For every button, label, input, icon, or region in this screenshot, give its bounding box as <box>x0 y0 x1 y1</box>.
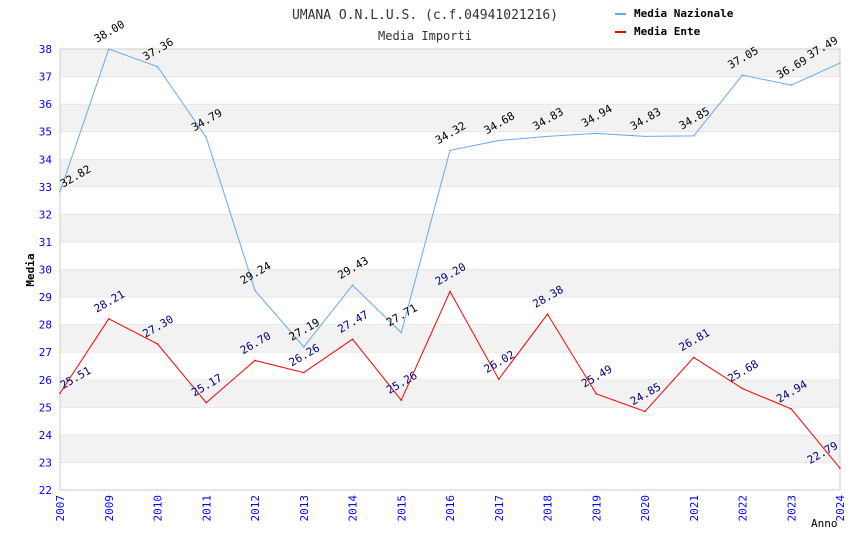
data-point <box>692 356 695 359</box>
x-tick-label: 2017 <box>493 495 506 522</box>
data-point <box>400 331 403 334</box>
data-point <box>302 371 305 374</box>
data-point <box>839 62 841 64</box>
grid-band <box>59 434 841 463</box>
y-tick-label: 24 <box>39 429 53 442</box>
x-tick-label: 2018 <box>542 495 555 522</box>
data-point <box>497 378 500 380</box>
data-point <box>644 135 646 138</box>
x-axis-label: Anno <box>811 517 838 530</box>
plot-frame <box>59 48 841 491</box>
data-point <box>546 313 549 315</box>
legend: Media Nazionale Media Ente <box>610 3 750 41</box>
legend-label-ente: Media Ente <box>634 25 701 38</box>
x-tick-label: 2014 <box>347 495 360 522</box>
data-point <box>839 467 841 470</box>
y-tick-label: 28 <box>39 319 52 332</box>
data-point <box>205 136 208 139</box>
grid-band <box>59 324 841 353</box>
data-point <box>254 359 256 362</box>
y-tick-label: 26 <box>39 374 52 387</box>
data-point <box>595 132 598 135</box>
grid-band <box>59 379 841 408</box>
y-tick-label: 35 <box>39 126 52 139</box>
data-point <box>351 284 354 287</box>
data-point <box>351 338 354 341</box>
grid-band <box>59 48 841 77</box>
data-point <box>302 346 305 348</box>
y-tick-label: 36 <box>39 98 52 111</box>
grid-band <box>59 103 841 132</box>
y-tick-label: 27 <box>39 346 52 359</box>
y-tick-label: 23 <box>39 456 52 469</box>
x-tick-label: 2022 <box>737 495 750 522</box>
data-point <box>156 343 159 345</box>
data-point <box>546 135 549 138</box>
data-point <box>790 408 793 410</box>
data-point <box>741 387 744 390</box>
data-point <box>107 318 110 320</box>
data-point <box>790 84 793 86</box>
grid-band <box>59 241 841 270</box>
data-point <box>595 393 598 395</box>
x-tick-label: 2012 <box>249 495 262 522</box>
data-point <box>156 65 159 68</box>
y-tick-label: 30 <box>39 264 52 277</box>
legend-label-nazionale: Media Nazionale <box>634 7 734 20</box>
y-tick-label: 29 <box>39 291 52 304</box>
y-tick-label: 38 <box>39 43 52 56</box>
y-tick-label: 34 <box>39 153 53 166</box>
grid-band <box>59 351 841 380</box>
y-tick-label: 32 <box>39 208 52 221</box>
x-tick-label: 2015 <box>395 495 408 522</box>
grid-band <box>59 186 841 215</box>
data-point <box>449 290 451 293</box>
data-point <box>497 139 500 142</box>
grid-band <box>59 76 841 105</box>
grid-band <box>59 407 841 436</box>
grid-band <box>59 214 841 243</box>
data-point <box>59 190 61 193</box>
grid-band <box>59 296 841 325</box>
y-tick-label: 31 <box>39 236 52 249</box>
x-tick-label: 2020 <box>639 495 652 522</box>
y-tick-label: 22 <box>39 484 52 497</box>
grid-band <box>59 159 841 188</box>
x-tick-label: 2023 <box>785 495 798 522</box>
x-tick-label: 2019 <box>590 495 603 522</box>
data-label: 38.00 <box>92 18 127 46</box>
data-point <box>741 74 744 76</box>
x-tick-label: 2024 <box>834 495 847 522</box>
data-point <box>107 48 110 50</box>
data-point <box>59 392 61 395</box>
x-tick-label: 2009 <box>103 495 116 522</box>
grid-band <box>59 462 841 491</box>
chart-subtitle: Media Importi <box>378 29 472 43</box>
y-axis-label: Media <box>24 253 37 286</box>
data-point <box>400 399 403 401</box>
x-tick-label: 2013 <box>298 495 311 522</box>
y-tick-label: 25 <box>39 401 52 414</box>
y-tick-label: 37 <box>39 71 52 84</box>
x-tick-label: 2021 <box>688 495 701 522</box>
data-point <box>449 149 451 152</box>
data-point <box>692 135 695 137</box>
data-point <box>254 289 256 292</box>
x-tick-label: 2010 <box>152 495 165 522</box>
y-tick-label: 33 <box>39 181 52 194</box>
data-point <box>644 410 646 413</box>
x-tick-label: 2011 <box>200 495 213 522</box>
data-point <box>205 401 208 404</box>
x-tick-label: 2016 <box>444 495 457 522</box>
chart-title: UMANA O.N.L.U.S. (c.f.04941021216) <box>292 8 558 23</box>
x-tick-label: 2007 <box>54 495 67 522</box>
